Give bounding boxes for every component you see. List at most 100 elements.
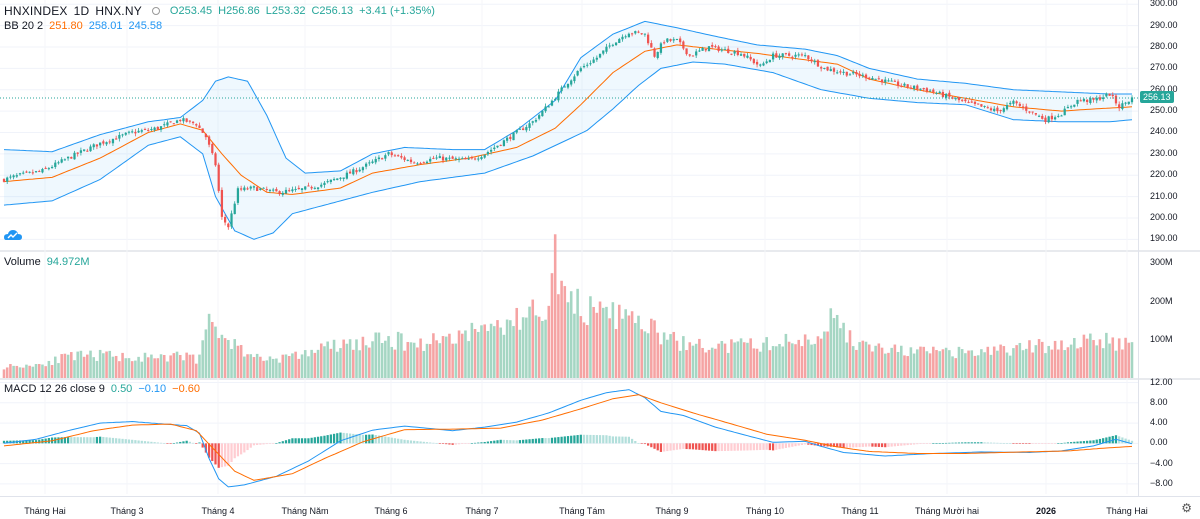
- candle-body: [1005, 105, 1009, 110]
- ohlc-open: O253.45: [169, 5, 213, 17]
- volume-bar: [63, 353, 67, 378]
- volume-tick-label: 100M: [1150, 333, 1173, 344]
- candle-body: [12, 175, 15, 178]
- candle-body: [320, 184, 323, 187]
- volume-bar: [435, 340, 438, 378]
- price-tick-label: 260.00: [1150, 83, 1178, 94]
- candle-body: [608, 45, 611, 47]
- volume-bar: [704, 352, 708, 378]
- volume-bar: [1098, 339, 1102, 378]
- macd-tick-label: 4.00: [1150, 417, 1168, 428]
- volume-bar: [57, 363, 60, 378]
- candle-body: [413, 162, 416, 164]
- macd-histogram-bar: [855, 443, 858, 448]
- candle-body: [701, 47, 704, 51]
- macd-histogram-bar: [970, 442, 973, 444]
- volume-bar: [710, 347, 714, 378]
- volume-bar: [566, 302, 570, 378]
- candle-body: [124, 132, 127, 135]
- bb-legend[interactable]: BB 20 2 251.80 258.01 245.58: [4, 20, 162, 32]
- candle-body: [223, 216, 227, 223]
- macd-histogram-bar: [1066, 442, 1070, 444]
- macd-histogram-bar: [977, 442, 980, 444]
- volume-bar: [162, 354, 166, 378]
- volume-bar: [409, 342, 413, 378]
- candle-body: [912, 85, 916, 89]
- last-price-tag: 256.13: [1140, 91, 1174, 103]
- volume-bar: [467, 341, 470, 378]
- candle-body: [451, 156, 454, 159]
- candle-body: [634, 31, 637, 34]
- candle-body: [544, 106, 547, 112]
- candle-body: [429, 158, 432, 162]
- interval[interactable]: 1D: [73, 4, 90, 18]
- volume-bar: [454, 343, 458, 378]
- candle-body: [884, 79, 887, 83]
- volume-bar: [1092, 340, 1095, 378]
- macd-histogram-bar: [18, 440, 22, 444]
- volume-bar: [278, 362, 281, 378]
- volume-bar: [765, 337, 768, 378]
- candle-body: [1002, 108, 1005, 112]
- settings-gear-icon[interactable]: ⚙: [1181, 501, 1192, 515]
- macd-histogram-bar: [746, 443, 749, 451]
- macd-legend[interactable]: MACD 12 26 close 9 0.50 −0.10 −0.60: [4, 383, 200, 395]
- macd-histogram-bar: [432, 442, 435, 444]
- candle-body: [1057, 115, 1060, 117]
- volume-bar: [95, 360, 99, 378]
- macd-histogram-bar: [871, 443, 874, 447]
- candle-body: [864, 74, 868, 79]
- volume-bar: [419, 338, 422, 378]
- candle-body: [1121, 103, 1124, 110]
- candle-body: [861, 74, 864, 76]
- candle-body: [127, 131, 131, 133]
- volume-legend[interactable]: Volume 94.972M: [4, 256, 90, 268]
- volume-bar: [73, 360, 76, 378]
- macd-histogram-bar: [124, 439, 127, 444]
- candle-body: [268, 189, 272, 191]
- macd-tick-label: −8.00: [1150, 477, 1173, 488]
- volume-bar: [861, 340, 865, 378]
- volume-bar: [791, 343, 794, 378]
- macd-histogram-bar: [288, 439, 291, 444]
- candle-body: [534, 119, 538, 122]
- candle-body: [576, 70, 579, 76]
- candle-body: [752, 59, 755, 64]
- tradingview-logo-icon[interactable]: [4, 228, 22, 242]
- macd-histogram-bar: [377, 435, 381, 444]
- macd-histogram-bar: [438, 443, 441, 444]
- macd-histogram-bar: [1053, 443, 1057, 444]
- macd-histogram-bar: [499, 439, 502, 444]
- macd-histogram-bar: [739, 443, 743, 451]
- macd-histogram-bar: [486, 441, 490, 444]
- volume-bar: [9, 364, 12, 378]
- volume-bar: [368, 347, 371, 378]
- symbol-name[interactable]: HNXINDEX: [4, 4, 68, 18]
- macd-histogram-bar: [880, 443, 884, 448]
- macd-histogram-bar: [1050, 443, 1054, 444]
- candle-body: [66, 156, 70, 159]
- volume-bar: [502, 334, 506, 378]
- candle-body: [89, 146, 92, 152]
- candle-body: [217, 164, 220, 191]
- time-axis-label: Tháng 7: [465, 506, 499, 516]
- candle-body: [50, 166, 54, 169]
- candle-body: [794, 54, 797, 57]
- macd-histogram-bar: [217, 443, 220, 468]
- macd-histogram-bar: [890, 443, 893, 447]
- macd-histogram-bar: [358, 434, 361, 444]
- candle-body: [691, 55, 695, 57]
- volume-bar: [390, 346, 394, 378]
- volume-bar: [316, 349, 320, 378]
- candle-body: [916, 85, 919, 90]
- macd-histogram-bar: [807, 443, 810, 445]
- macd-histogram-bar: [275, 443, 278, 444]
- macd-histogram-bar: [86, 437, 89, 444]
- macd-histogram-bar: [166, 443, 169, 444]
- macd-histogram-bar: [528, 439, 531, 444]
- macd-histogram-bar: [352, 433, 355, 444]
- candle-body: [791, 56, 794, 58]
- macd-histogram-bar: [794, 443, 797, 447]
- candle-body: [364, 163, 368, 167]
- macd-histogram-bar: [1021, 443, 1025, 444]
